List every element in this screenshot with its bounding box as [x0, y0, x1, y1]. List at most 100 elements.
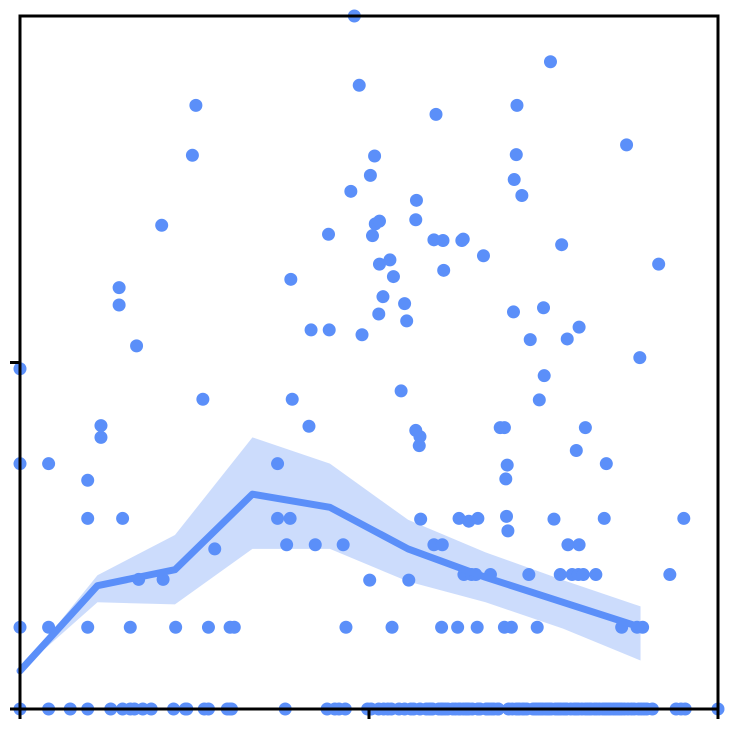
data-point	[543, 55, 557, 69]
data-point	[302, 419, 316, 433]
data-point	[522, 568, 536, 582]
data-point	[560, 332, 574, 346]
data-point	[530, 620, 544, 634]
data-point	[437, 263, 451, 277]
data-point	[189, 98, 203, 112]
data-point	[130, 339, 144, 353]
data-point	[280, 538, 294, 552]
data-point	[400, 314, 414, 328]
confidence-band-layer	[20, 437, 641, 671]
data-point	[271, 511, 285, 525]
data-point	[409, 193, 423, 207]
data-point	[510, 98, 524, 112]
data-point	[435, 538, 449, 552]
data-point	[620, 138, 634, 152]
data-point	[112, 298, 126, 312]
data-point	[553, 568, 567, 582]
data-point	[452, 511, 466, 525]
data-point	[368, 149, 382, 163]
data-point	[555, 238, 569, 252]
data-point	[81, 511, 95, 525]
data-point	[283, 511, 297, 525]
data-point	[285, 392, 299, 406]
data-point	[398, 297, 412, 311]
data-point	[412, 439, 426, 453]
data-point	[597, 511, 611, 525]
data-point	[652, 257, 666, 271]
data-point	[372, 257, 386, 271]
data-point	[94, 419, 108, 433]
data-point	[352, 78, 366, 92]
data-point	[470, 620, 484, 634]
data-point	[576, 568, 590, 582]
data-point	[112, 281, 126, 295]
data-point	[504, 620, 518, 634]
data-point	[561, 538, 575, 552]
data-point	[500, 509, 514, 523]
data-point	[409, 213, 423, 227]
data-point	[284, 272, 298, 286]
data-point	[633, 351, 647, 365]
data-point	[677, 511, 691, 525]
data-point	[339, 620, 353, 634]
data-point	[506, 305, 520, 319]
data-point	[123, 620, 137, 634]
axes-frame	[10, 14, 720, 719]
data-point	[523, 333, 537, 347]
data-point	[501, 524, 515, 538]
data-point	[271, 457, 285, 471]
data-point	[201, 620, 215, 634]
data-point	[537, 369, 551, 383]
data-point	[394, 384, 408, 398]
data-point	[589, 568, 603, 582]
trend-line-layer	[16, 490, 645, 675]
data-point	[42, 620, 56, 634]
data-point	[383, 253, 397, 267]
data-point	[569, 444, 583, 458]
data-point	[451, 620, 465, 634]
data-point	[547, 512, 561, 526]
data-point	[532, 393, 546, 407]
data-point	[94, 430, 108, 444]
data-point	[116, 511, 130, 525]
data-point	[308, 538, 322, 552]
data-point	[304, 323, 318, 337]
data-point	[363, 573, 377, 587]
data-point	[572, 320, 586, 334]
data-point	[185, 148, 199, 162]
data-point	[578, 421, 592, 435]
data-point	[497, 421, 511, 435]
data-point	[537, 301, 550, 315]
data-point	[429, 107, 443, 121]
data-point	[376, 290, 390, 304]
data-point	[322, 323, 336, 337]
data-point	[515, 188, 529, 202]
data-point	[227, 620, 241, 634]
confidence-band	[20, 437, 641, 671]
data-point	[81, 473, 95, 487]
data-point	[436, 234, 450, 248]
data-point	[500, 458, 514, 472]
data-point	[155, 218, 169, 232]
data-point	[344, 184, 358, 198]
data-point	[336, 538, 350, 552]
data-point	[509, 148, 523, 162]
data-point	[208, 542, 222, 556]
data-point	[322, 227, 336, 241]
data-point	[572, 538, 586, 552]
data-point	[42, 457, 56, 471]
data-point	[435, 620, 449, 634]
trend-line	[16, 490, 645, 675]
data-point	[386, 270, 400, 284]
data-point	[372, 214, 386, 228]
data-point	[363, 168, 377, 182]
data-point	[507, 173, 521, 187]
data-point	[196, 392, 210, 406]
data-point	[499, 472, 513, 486]
data-point	[81, 620, 95, 634]
data-point	[471, 511, 485, 525]
data-point	[169, 620, 183, 634]
data-point	[365, 229, 379, 243]
data-point	[663, 568, 677, 582]
